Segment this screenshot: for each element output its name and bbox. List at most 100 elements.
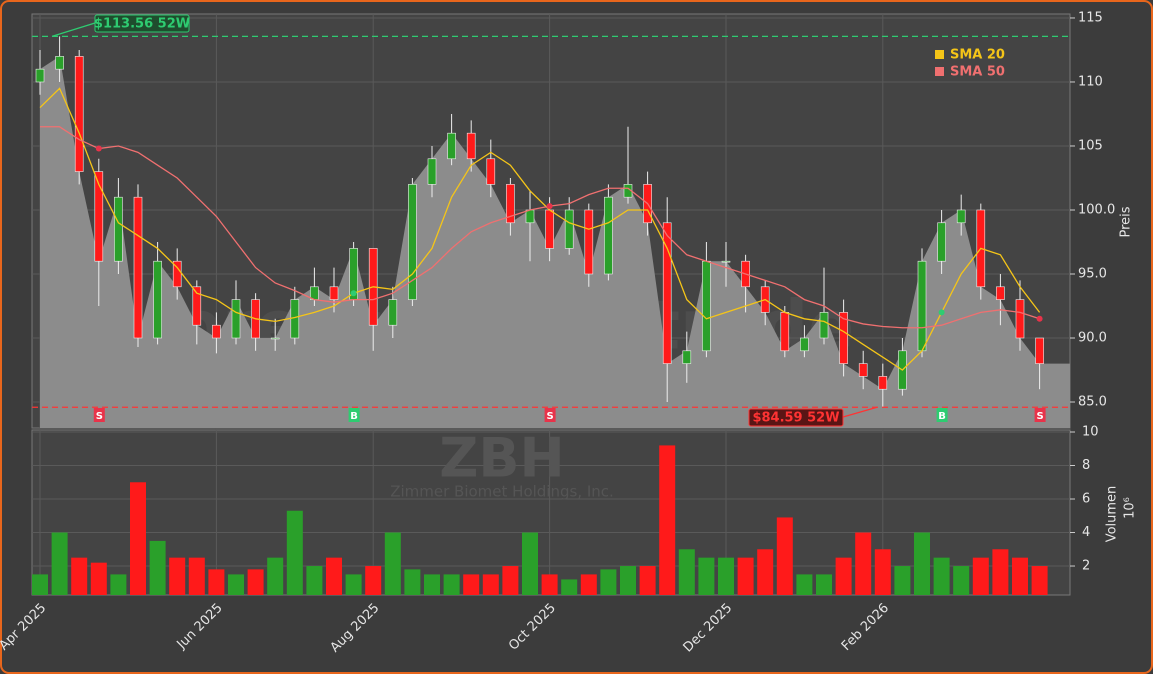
signal-dot	[938, 309, 945, 316]
candle-body	[780, 312, 790, 352]
signal-label: S	[546, 411, 553, 422]
signal-dot	[95, 145, 102, 152]
volume-bar	[482, 574, 499, 595]
y-axis-label: Preis	[1119, 206, 1134, 237]
volume-bar	[208, 569, 225, 595]
volume-bar	[188, 557, 205, 595]
signal-box	[93, 408, 105, 422]
volume-bar	[816, 574, 832, 595]
volume-bar	[130, 482, 146, 595]
volume-bar	[580, 574, 597, 595]
signal-box	[348, 408, 360, 422]
y-tick-label: 6	[1082, 492, 1090, 507]
candle-body	[290, 299, 300, 339]
volume-bar	[737, 557, 754, 595]
candle-body	[819, 312, 829, 339]
volume-bar	[463, 574, 480, 595]
candle-body	[388, 299, 398, 326]
signal-label: B	[938, 411, 946, 422]
candle-body	[35, 68, 45, 83]
volume-bar	[502, 566, 519, 595]
candle-body	[212, 324, 221, 339]
sma-line	[39, 87, 1041, 371]
candle-body	[839, 312, 848, 364]
candle-body	[702, 260, 711, 352]
candle-body	[878, 376, 888, 390]
y-axis-label: Volumen	[1105, 486, 1120, 543]
signal-label: B	[350, 411, 358, 422]
annotation-label: $84.59 52W	[752, 411, 839, 426]
candle-body	[956, 209, 966, 224]
candle-body	[564, 209, 574, 249]
signal-box	[544, 408, 556, 422]
volume-bar	[32, 574, 48, 595]
candle-body	[231, 299, 241, 339]
signal-dot	[546, 203, 553, 210]
sma-line	[40, 126, 1040, 329]
chart-subtitle: Zimmer Biomet Holdings, Inc.	[390, 483, 614, 501]
candle-body	[506, 184, 515, 224]
volume-bar	[659, 445, 676, 595]
candle-body	[270, 337, 280, 340]
candle-body	[800, 337, 809, 352]
candle-body	[486, 158, 496, 185]
volume-bar	[443, 574, 460, 595]
volume-bar	[855, 532, 872, 595]
signal-box	[1034, 408, 1046, 422]
volume-bar	[110, 574, 127, 595]
y-tick-label: 115	[1078, 10, 1103, 25]
volume-bar	[796, 574, 813, 595]
volume-bar	[874, 549, 891, 595]
y-tick-label: 110	[1078, 74, 1103, 89]
candle-body	[525, 209, 535, 224]
volume-bar	[404, 569, 421, 595]
candle-body	[447, 132, 456, 160]
annotation-arrow	[51, 22, 96, 38]
signal-dot	[1036, 315, 1043, 322]
candle-body	[427, 158, 437, 185]
candle-body	[1035, 337, 1044, 364]
legend-swatch	[935, 50, 944, 59]
volume-bar	[541, 574, 558, 595]
volume-bar	[286, 510, 303, 595]
volume-bar	[639, 566, 656, 595]
y-tick-label: 100.0	[1078, 202, 1115, 217]
annotation-box	[748, 408, 844, 427]
candle-body	[721, 260, 731, 263]
volume-bar	[894, 566, 911, 595]
candle-body	[74, 56, 84, 172]
candle-body	[153, 260, 162, 339]
volume-bar	[424, 574, 440, 595]
volume-bar	[90, 562, 107, 595]
volume-bar	[247, 569, 264, 595]
volume-bar	[600, 569, 617, 595]
volume-bar	[149, 540, 166, 595]
volume-bar	[953, 566, 970, 595]
volume-bar	[1031, 566, 1048, 595]
legend-swatch	[935, 67, 944, 76]
plot-layer: forexsignale.trade85.090.095.0100.010511…	[0, 10, 1138, 655]
candle-body	[858, 363, 868, 377]
volume-bar	[384, 532, 401, 595]
legend-label: SMA 50	[950, 65, 1005, 80]
volume-bar	[365, 566, 382, 595]
candle-body	[1015, 299, 1025, 339]
volume-bar	[914, 532, 930, 595]
candle-body	[133, 196, 143, 339]
volume-bar	[698, 557, 715, 595]
volume-bar	[228, 574, 244, 595]
signal-label: S	[96, 411, 103, 422]
volume-bar	[267, 557, 284, 595]
volume-bar	[620, 566, 636, 595]
volume-bar	[326, 557, 342, 595]
volume-bar	[169, 557, 186, 595]
volume-bar	[345, 574, 362, 595]
candle-body	[192, 286, 202, 326]
y-tick-label: 8	[1082, 458, 1090, 473]
volume-bar	[678, 549, 695, 595]
volume-bar	[51, 532, 68, 595]
signal-box	[936, 408, 948, 422]
signal-dot	[350, 290, 357, 297]
